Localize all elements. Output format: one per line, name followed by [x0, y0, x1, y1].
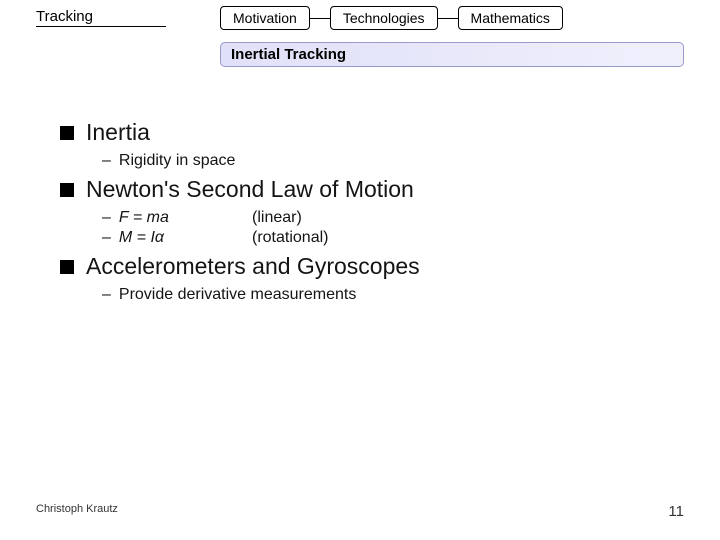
section-label: Tracking: [36, 8, 166, 27]
equation-lhs: F = ma: [119, 209, 169, 227]
tab-row: Motivation Technologies Mathematics: [220, 6, 563, 30]
dash-icon: –: [102, 209, 111, 227]
tab-connector: [438, 18, 458, 19]
tab-technologies: Technologies: [330, 6, 438, 30]
equation-row: – M = Iα (rotational): [102, 229, 720, 247]
dash-icon: –: [102, 286, 111, 304]
sub-text: Provide derivative measurements: [119, 286, 356, 304]
tab-connector: [310, 18, 330, 19]
dash-icon: –: [102, 229, 111, 247]
bullet-item: Inertia: [60, 119, 720, 146]
dash-icon: –: [102, 152, 111, 170]
equation-row: – F = ma (linear): [102, 209, 720, 227]
bullet-item: Newton's Second Law of Motion: [60, 176, 720, 203]
subtitle-bar: Inertial Tracking: [220, 42, 684, 67]
footer-author: Christoph Krautz: [36, 503, 118, 520]
slide-footer: Christoph Krautz 11: [36, 503, 684, 520]
bullet-title: Inertia: [86, 119, 150, 146]
square-bullet-icon: [60, 183, 74, 197]
slide-content: Inertia – Rigidity in space Newton's Sec…: [0, 119, 720, 304]
page-number: 11: [668, 503, 684, 520]
sub-text: Rigidity in space: [119, 152, 236, 170]
sub-item: – Provide derivative measurements: [102, 286, 720, 304]
tab-motivation: Motivation: [220, 6, 310, 30]
equation-rhs: (rotational): [252, 229, 328, 247]
equation-lhs: M = Iα: [119, 229, 164, 247]
tab-mathematics: Mathematics: [458, 6, 563, 30]
sub-item: – Rigidity in space: [102, 152, 720, 170]
bullet-title: Newton's Second Law of Motion: [86, 176, 414, 203]
equation-rhs: (linear): [252, 209, 302, 227]
bullet-item: Accelerometers and Gyroscopes: [60, 253, 720, 280]
square-bullet-icon: [60, 260, 74, 274]
square-bullet-icon: [60, 126, 74, 140]
slide-header: Tracking Motivation Technologies Mathema…: [0, 0, 720, 38]
bullet-title: Accelerometers and Gyroscopes: [86, 253, 420, 280]
